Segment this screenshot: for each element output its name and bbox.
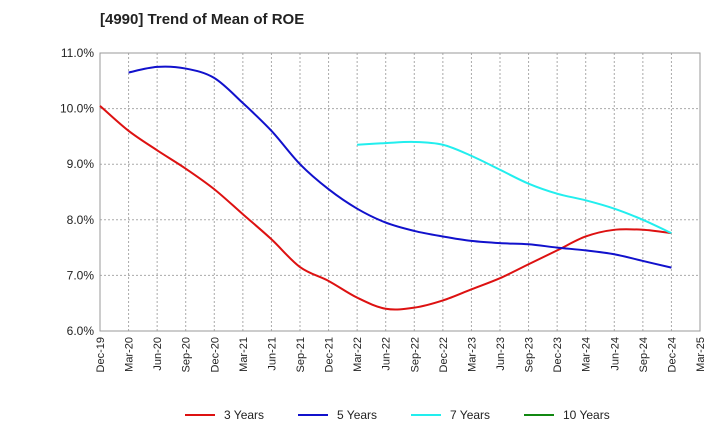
legend-label-5-years: 5 Years [337, 408, 377, 422]
legend: 3 Years 5 Years 7 Years 10 Years [185, 408, 610, 422]
x-tick-label: Jun-24 [609, 337, 621, 371]
x-tick-label: Dec-22 [438, 337, 450, 372]
grid-lines [100, 53, 700, 331]
x-tick-label: Jun-22 [381, 337, 393, 371]
x-tick-label: Dec-21 [324, 337, 336, 372]
y-tick-label: 10.0% [60, 102, 94, 116]
y-tick-label: 8.0% [67, 213, 95, 227]
y-tick-label: 6.0% [67, 324, 95, 338]
x-tick-label: Mar-23 [466, 337, 478, 372]
x-tick-label: Jun-23 [495, 337, 507, 371]
x-tick-label: Sep-24 [638, 337, 650, 372]
plot-area-frame [99, 52, 701, 332]
series-lines [99, 65, 672, 311]
series-line-3-years [99, 105, 672, 311]
x-tick-label: Sep-21 [295, 337, 307, 372]
legend-label-10-years: 10 Years [563, 408, 610, 422]
x-tick-label: Sep-23 [524, 337, 536, 372]
x-tick-label: Mar-25 [695, 337, 707, 372]
series-line-7-years [357, 140, 672, 235]
x-tick-label: Dec-24 [666, 337, 678, 372]
x-tick-label: Mar-24 [581, 337, 593, 372]
legend-label-7-years: 7 Years [450, 408, 490, 422]
x-tick-label: Mar-20 [124, 337, 136, 372]
y-tick-label: 7.0% [67, 268, 95, 282]
x-tick-label: Dec-23 [552, 337, 564, 372]
x-tick-label: Jun-20 [152, 337, 164, 371]
x-tick-label: Sep-22 [409, 337, 421, 372]
x-tick-label: Mar-22 [352, 337, 364, 372]
y-tick-label: 9.0% [67, 157, 95, 171]
series-line-5-years [128, 65, 672, 269]
x-tick-label: Sep-20 [181, 337, 193, 372]
chart-title: [4990] Trend of Mean of ROE [100, 11, 305, 28]
x-axis: Dec-19 Mar-20 Jun-20 Sep-20 Dec-20 Mar-21 Jun-… [95, 337, 707, 372]
x-tick-label: Dec-19 [95, 337, 107, 372]
x-tick-label: Jun-21 [266, 337, 278, 371]
legend-label-3-years: 3 Years [224, 408, 264, 422]
x-tick-label: Mar-21 [238, 337, 250, 372]
y-tick-label: 11.0% [61, 46, 94, 60]
y-axis: 6.0% 7.0% 8.0% 9.0% 10.0% 11.0% [60, 46, 94, 338]
x-tick-label: Dec-20 [209, 337, 221, 372]
